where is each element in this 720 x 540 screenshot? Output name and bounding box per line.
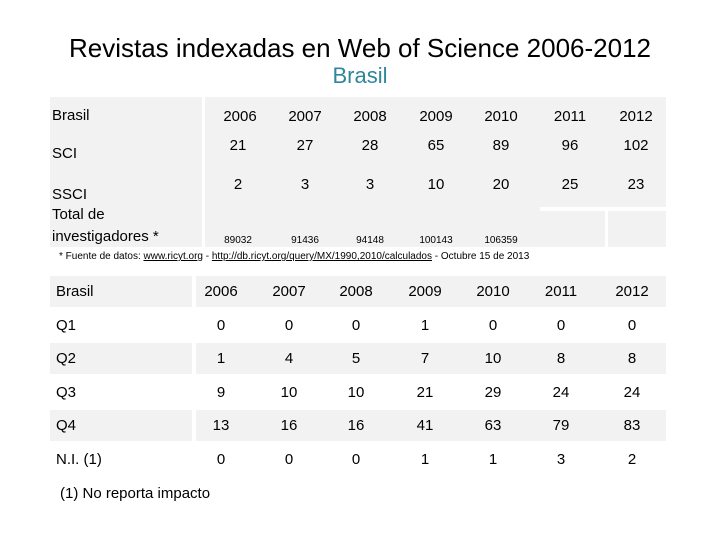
table1-cell: 25 bbox=[561, 176, 579, 193]
table2-cell: 0 bbox=[351, 451, 361, 468]
source-footnote: * Fuente de datos: www.ricyt.org - http:… bbox=[59, 250, 529, 264]
table1-row-label-investigadores-1: Total de bbox=[52, 206, 105, 223]
table2-cell: 10 bbox=[484, 350, 502, 367]
table1-cell: 27 bbox=[296, 137, 314, 154]
table2-row-label: Q4 bbox=[56, 417, 77, 434]
table-row: Q2 1 4 5 7 10 8 8 bbox=[50, 343, 666, 374]
table2-cell: 0 bbox=[627, 317, 637, 334]
table2-cell: 29 bbox=[484, 384, 502, 401]
table2-row-label: N.I. (1) bbox=[56, 451, 102, 468]
table2-cell: 2 bbox=[627, 451, 637, 468]
table-row: Q4 13 16 16 41 63 79 83 bbox=[50, 410, 666, 441]
table2-cell: 24 bbox=[552, 384, 570, 401]
table1-cell: 2 bbox=[233, 176, 243, 193]
table2-cell: 10 bbox=[347, 384, 365, 401]
table-row: Brasil 2006 2007 2008 2009 2010 2011 201… bbox=[50, 276, 666, 307]
table1-year: 2010 bbox=[484, 108, 518, 125]
table2-row-label: Q3 bbox=[56, 384, 77, 401]
table2-cell: 16 bbox=[347, 417, 365, 434]
impact-footnote: (1) No reporta impacto bbox=[60, 485, 211, 502]
table2-cell: 3 bbox=[556, 451, 566, 468]
table2-cell: 4 bbox=[284, 350, 294, 367]
table2-header-label: Brasil bbox=[56, 283, 94, 300]
table1-investigadores-cell: 106359 bbox=[484, 235, 518, 246]
table-row: N.I. (1) 0 0 0 1 1 3 2 bbox=[50, 444, 666, 475]
table2-cell: 13 bbox=[212, 417, 230, 434]
table1-cell: 3 bbox=[300, 176, 310, 193]
page-subtitle: Brasil bbox=[332, 63, 388, 88]
table2-cell: 0 bbox=[216, 317, 226, 334]
table1-row-label-investigadores-2: investigadores * bbox=[52, 228, 159, 245]
table2-cell: 21 bbox=[416, 384, 434, 401]
table2-cell: 8 bbox=[556, 350, 566, 367]
table2-year: 2008 bbox=[339, 283, 373, 300]
table2-year: 2012 bbox=[615, 283, 649, 300]
table1-cell: 20 bbox=[492, 176, 510, 193]
table2-cell: 7 bbox=[420, 350, 430, 367]
table2-cell: 0 bbox=[216, 451, 226, 468]
table1-year: 2007 bbox=[288, 108, 322, 125]
table2-cell: 1 bbox=[216, 350, 226, 367]
table1-cell: 89 bbox=[492, 137, 510, 154]
table2-cell: 5 bbox=[351, 350, 361, 367]
table2-cell: 63 bbox=[484, 417, 502, 434]
table1-cell: 3 bbox=[365, 176, 375, 193]
table1-investigadores-cell: 89032 bbox=[224, 235, 252, 246]
table2-year: 2006 bbox=[204, 283, 238, 300]
table2-cell: 83 bbox=[623, 417, 641, 434]
table2-cell: 1 bbox=[420, 451, 430, 468]
table1-year: 2009 bbox=[419, 108, 453, 125]
table2-cell: 16 bbox=[280, 417, 298, 434]
table1-year: 2011 bbox=[553, 108, 587, 125]
table2-year: 2011 bbox=[544, 283, 578, 300]
table2-cell: 0 bbox=[284, 317, 294, 334]
table1-year: 2006 bbox=[223, 108, 257, 125]
table1-cell: 96 bbox=[561, 137, 579, 154]
table1-cell: 23 bbox=[627, 176, 645, 193]
table1-investigadores-cell: 94148 bbox=[356, 235, 384, 246]
ricyt-link[interactable]: www.ricyt.org bbox=[143, 251, 203, 262]
table1-row-label-ssci: SSCI bbox=[52, 186, 88, 203]
footnote-prefix: * Fuente de datos: bbox=[59, 251, 144, 262]
table2-cell: 0 bbox=[556, 317, 566, 334]
table2-year: 2007 bbox=[272, 283, 306, 300]
table1-year: 2008 bbox=[353, 108, 387, 125]
table2-cell: 41 bbox=[416, 417, 434, 434]
table1-year: 2012 bbox=[619, 108, 653, 125]
table-row: Q3 9 10 10 21 29 24 24 bbox=[50, 377, 666, 408]
table1-investigadores-cell: 91436 bbox=[291, 235, 319, 246]
table2-cell: 10 bbox=[280, 384, 298, 401]
table2-cell: 1 bbox=[420, 317, 430, 334]
table1-cell: 102 bbox=[623, 137, 649, 154]
table1-header-label: Brasil bbox=[52, 107, 90, 124]
table2-row-label: Q1 bbox=[56, 317, 77, 334]
page-title: Revistas indexadas en Web of Science 200… bbox=[68, 33, 651, 63]
table1-cell: 10 bbox=[427, 176, 445, 193]
table1-cell: 21 bbox=[229, 137, 247, 154]
table-row: Q1 0 0 0 1 0 0 0 bbox=[50, 310, 666, 341]
table2-cell: 0 bbox=[488, 317, 498, 334]
footnote-date: - Octubre 15 de 2013 bbox=[432, 251, 530, 262]
ricyt-query-link[interactable]: http://db.ricyt.org/query/MX/1990,2010/c… bbox=[211, 251, 432, 262]
table2-year: 2009 bbox=[408, 283, 442, 300]
footnote-separator: - bbox=[202, 251, 212, 262]
table2-cell: 0 bbox=[284, 451, 294, 468]
table2-cell: 8 bbox=[627, 350, 637, 367]
table-wos-journals: Brasil SCI SSCI Total de investigadores … bbox=[50, 97, 666, 247]
table1-row-label-sci: SCI bbox=[52, 145, 78, 162]
table2-cell: 79 bbox=[552, 417, 570, 434]
table1-investigadores-cell: 100143 bbox=[419, 235, 453, 246]
table2-year: 2010 bbox=[476, 283, 510, 300]
table1-cell: 28 bbox=[361, 137, 379, 154]
table2-cell: 9 bbox=[216, 384, 226, 401]
table2-cell: 0 bbox=[351, 317, 361, 334]
table2-cell: 1 bbox=[488, 451, 498, 468]
table2-row-label: Q2 bbox=[56, 350, 77, 367]
table1-cell: 65 bbox=[427, 137, 445, 154]
table2-cell: 24 bbox=[623, 384, 641, 401]
